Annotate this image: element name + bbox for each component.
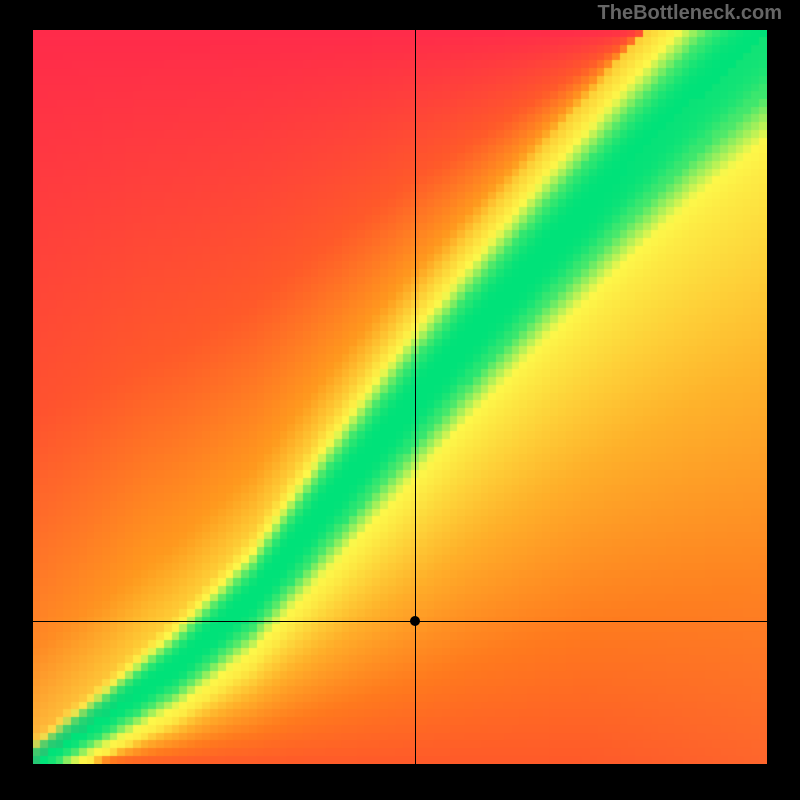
heatmap-canvas [33,30,767,764]
heatmap-chart [33,30,767,764]
watermark: TheBottleneck.com [0,0,800,28]
crosshair-marker [410,616,420,626]
crosshair-vertical [415,30,416,764]
crosshair-horizontal [33,621,767,622]
